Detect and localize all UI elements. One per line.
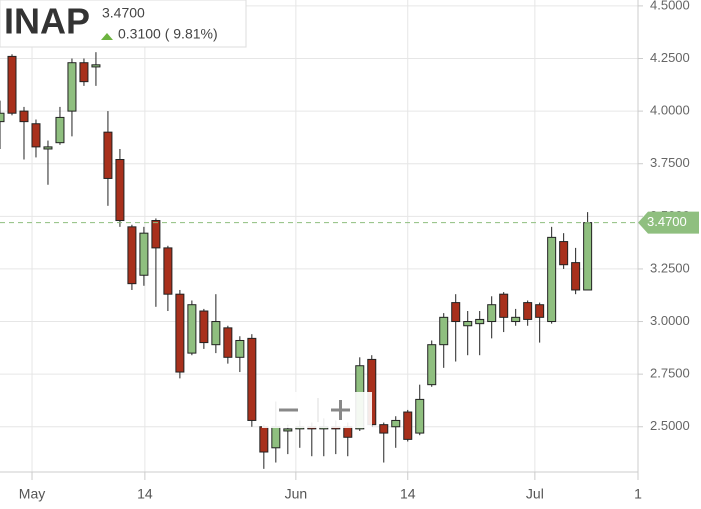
candle-body [175,293,185,373]
candle-body [259,426,269,453]
candle-body [187,304,197,354]
grid [0,0,639,472]
candle-body [43,146,53,150]
candle-body [415,398,425,434]
candle-body [55,116,65,144]
candle-body [499,293,509,318]
candle-body [487,304,497,323]
candle-body [283,428,293,432]
candle-body [0,112,5,123]
candle-body [523,302,533,320]
candle-body [211,321,221,346]
zoom-controls [262,392,372,428]
candle-body [403,411,413,440]
candle-body [271,426,281,449]
candle-body [103,131,113,179]
candle-body [163,247,173,295]
candles [0,52,593,469]
y-tick-label: 3.7500 [650,155,690,170]
y-tick-label: 2.7500 [650,366,690,381]
x-tick-label: 1 [634,486,642,502]
candle-body [151,220,161,249]
candle-body [115,159,125,222]
candle-body [31,123,41,148]
candle-body [535,304,545,318]
candle-body [571,262,581,291]
symbol: INAP [4,1,90,42]
x-tick-label: 14 [400,486,416,502]
quote-box [0,0,247,48]
last-price-tag [638,211,699,234]
candle-body [451,302,461,323]
candle-body [439,316,449,346]
last-price-label: 3.4700 [647,214,687,229]
candle-body [67,62,77,112]
candle-body [223,327,233,358]
y-tick-label: 3.0000 [650,313,690,328]
x-tick-label: Jun [285,486,308,502]
candle-body [379,424,389,434]
candle-body [583,222,593,291]
zoom-in[interactable] [331,400,350,420]
y-tick-label: 4.0000 [650,103,690,118]
up-arrow [101,33,113,40]
zoom-panel [262,392,372,428]
x-tick-label: 14 [137,486,153,502]
x-tick-label: May [19,486,45,502]
y-tick-label: 3.2500 [650,260,690,275]
candle-body [7,55,17,114]
candle-body [247,337,257,421]
candle-body [343,426,353,438]
candle-body [463,321,473,327]
change: 0.3100 ( 9.81%) [118,26,218,42]
candle-body [127,226,137,285]
candle-body [391,419,401,428]
candle-body [511,316,521,323]
y-tick-label: 2.5000 [650,418,690,433]
price: 3.4700 [102,5,145,21]
candle-body [235,339,245,358]
candle-body [19,110,29,123]
y-tick-label: 4.2500 [650,50,690,65]
candle-body [91,64,101,68]
candle-body [199,310,209,344]
candle-body [559,241,569,266]
candle-body [427,344,437,386]
candle-body [475,318,485,325]
candle-body [547,236,557,323]
y-tick-label: 4.5000 [650,0,690,12]
x-tick-label: Jul [526,486,544,502]
candle-body [79,62,89,83]
candle-body [139,232,149,276]
